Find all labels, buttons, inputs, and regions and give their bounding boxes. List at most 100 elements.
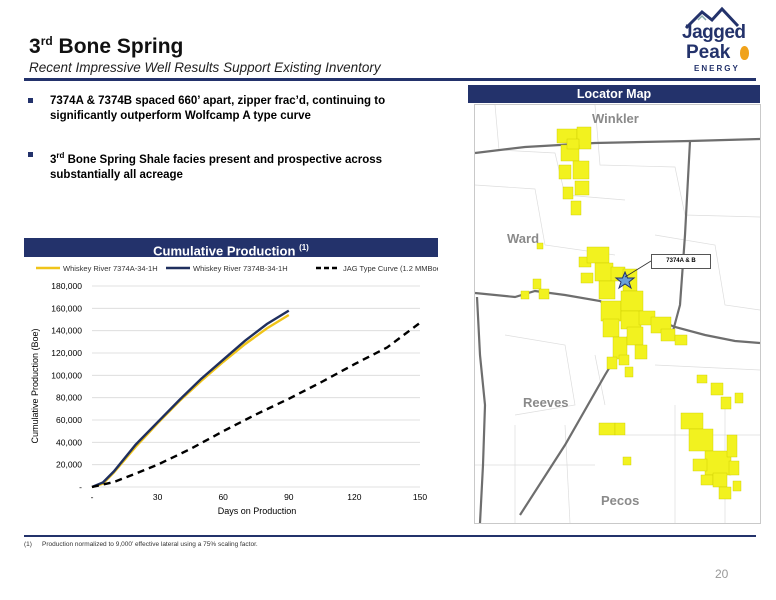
acreage-block	[570, 200, 582, 216]
bullet-text: 7374A & 7374B spaced 660’ apart, zipper …	[50, 95, 386, 122]
x-tick-label: 90	[284, 492, 294, 502]
acreage-block	[574, 180, 590, 196]
y-tick-label: -	[79, 482, 82, 492]
acreage-block	[696, 374, 708, 384]
legend-label: JAG Type Curve (1.2 MMBoe)	[343, 264, 438, 273]
logo-text-peak: Peak	[686, 42, 731, 63]
well-callout-label: 7374A & B	[651, 254, 711, 269]
acreage-block	[710, 382, 724, 396]
page-number: 20	[715, 567, 729, 581]
acreage-block	[594, 262, 614, 282]
map-canvas	[475, 105, 760, 523]
y-tick-label: 60,000	[56, 415, 82, 425]
y-tick-label: 160,000	[51, 303, 82, 313]
y-tick-label: 80,000	[56, 393, 82, 403]
acreage-block	[598, 422, 616, 436]
x-tick-label: 150	[413, 492, 427, 502]
well-location-icon	[614, 270, 636, 290]
acreage-block	[712, 472, 728, 488]
footnote: (1) Production normalized to 9,000’ effec…	[24, 541, 258, 548]
acreage-block	[700, 474, 714, 486]
acreage-block	[660, 328, 676, 342]
acreage-block	[674, 334, 688, 346]
cumulative-production-chart: Whiskey River 7374A-34-1H Whiskey River 7…	[30, 264, 438, 516]
acreage-block	[626, 326, 644, 346]
bullet-item: 7374A & 7374B spaced 660’ apart, zipper …	[28, 94, 408, 126]
bullet-text: 3rd Bone Spring Shale facies present and…	[50, 151, 383, 181]
y-tick-label: 20,000	[56, 460, 82, 470]
locator-map: Winkler Ward Reeves Pecos	[474, 104, 761, 524]
bullet-marker	[28, 98, 33, 103]
page-subtitle: Recent Impressive Well Results Support E…	[29, 60, 381, 75]
y-tick-label: 140,000	[51, 326, 82, 336]
company-logo: Jagged Peak ENERGY	[672, 6, 752, 76]
acreage-block	[558, 164, 572, 180]
map-panel-heading: Locator Map	[468, 85, 760, 103]
legend-label: Whiskey River 7374B-34-1H	[193, 264, 288, 273]
series-line	[91, 309, 290, 489]
bullet-item: 3rd Bone Spring Shale facies present and…	[28, 148, 408, 181]
acreage-block	[602, 318, 620, 338]
acreage-block	[532, 278, 542, 290]
acreage-block	[622, 456, 632, 466]
y-axis-label: Cumulative Production (Boe)	[30, 328, 40, 443]
logo-text-jagged: Jagged	[682, 22, 746, 43]
chart-series	[91, 309, 421, 489]
acreage-block	[576, 126, 592, 150]
y-tick-label: 120,000	[51, 348, 82, 358]
header-divider	[24, 78, 756, 81]
chart-ticks: - 20,000 40,000 60,000 80,000 100,000 120,000 1…	[51, 281, 427, 502]
bullet-marker	[28, 152, 33, 157]
county-label-reeves: Reeves	[523, 395, 569, 410]
y-tick-label: 100,000	[51, 370, 82, 380]
x-tick-label: 60	[218, 492, 228, 502]
series-line	[91, 321, 421, 489]
acreage-block	[734, 392, 744, 404]
logo-text-energy: ENERGY	[694, 64, 740, 73]
county-label-ward: Ward	[507, 231, 540, 246]
chart-legend: Whiskey River 7374A-34-1H Whiskey River 7…	[36, 264, 438, 273]
acreage-block	[634, 344, 648, 360]
acreage-block	[562, 186, 574, 200]
acreage-block	[688, 428, 714, 452]
acreage-block	[536, 242, 544, 250]
flame-icon	[740, 46, 749, 60]
chart-grid	[92, 285, 420, 488]
page-title: 3rd Bone Spring	[29, 34, 184, 58]
acreage-block	[618, 354, 630, 366]
acreage-block	[520, 290, 530, 300]
acreage-block	[586, 246, 610, 264]
x-axis-label: Days on Production	[218, 506, 297, 516]
acreage-block	[614, 422, 626, 436]
survey-grid	[475, 105, 760, 523]
acreage-block	[606, 356, 618, 370]
chart-panel-heading: Cumulative Production (1)	[24, 238, 438, 258]
acreage-block	[718, 486, 732, 500]
x-tick-label: -	[91, 492, 94, 502]
acreage-block	[538, 288, 550, 300]
footer-divider	[24, 535, 756, 537]
acreage-block	[600, 300, 622, 322]
acreage-blocks	[520, 126, 744, 500]
acreage-block	[580, 272, 594, 284]
acreage-block	[572, 160, 590, 180]
mountain-icon	[684, 6, 740, 30]
county-label-pecos: Pecos	[601, 493, 640, 508]
legend-label: Whiskey River 7374A-34-1H	[63, 264, 158, 273]
acreage-block	[566, 138, 580, 150]
acreage-block	[680, 412, 704, 430]
acreage-block	[720, 396, 732, 410]
x-tick-label: 30	[153, 492, 163, 502]
acreage-block	[726, 434, 738, 458]
county-label-winkler: Winkler	[592, 111, 639, 126]
acreage-block	[620, 290, 644, 312]
x-tick-label: 120	[347, 492, 361, 502]
callout-leader	[624, 260, 652, 278]
acreage-block	[732, 480, 742, 492]
acreage-block	[620, 310, 642, 330]
y-tick-label: 40,000	[56, 437, 82, 447]
acreage-block	[692, 458, 708, 472]
acreage-block	[624, 366, 634, 378]
acreage-block	[598, 280, 616, 300]
y-tick-label: 180,000	[51, 281, 82, 291]
